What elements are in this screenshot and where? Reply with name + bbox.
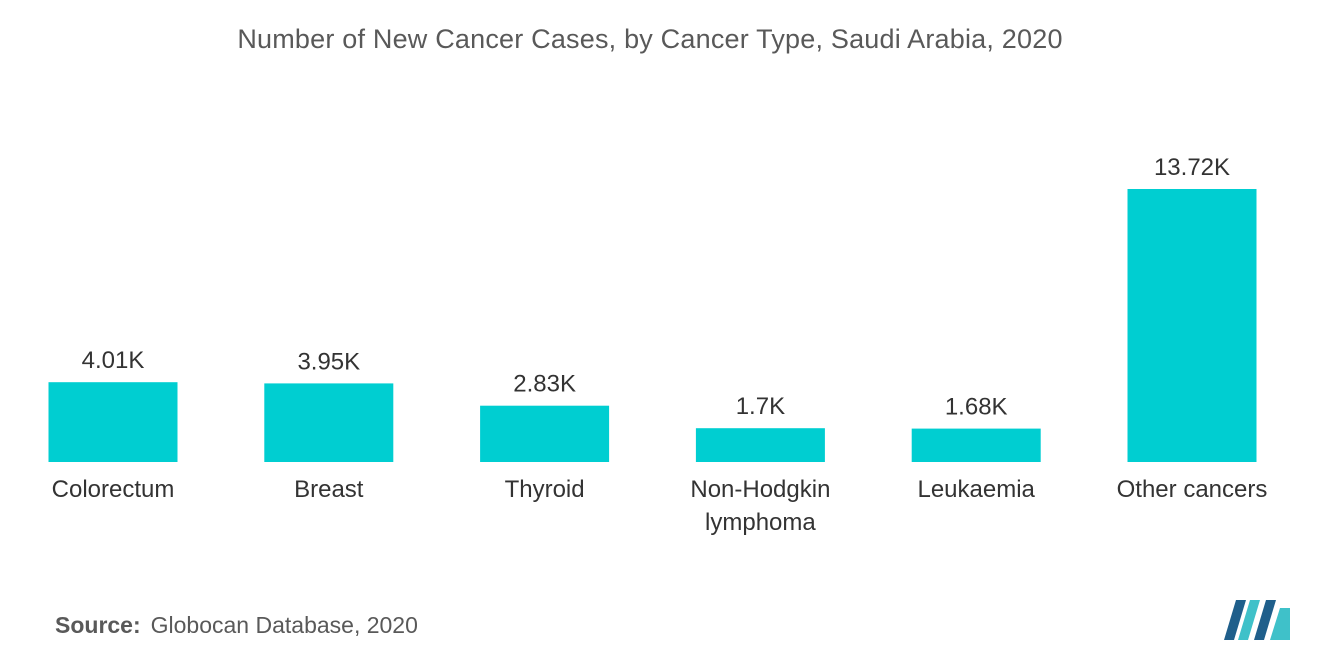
bar-breast (264, 383, 394, 462)
source-text: Globocan Database, 2020 (150, 612, 418, 638)
category-label: Thyroid (505, 476, 585, 503)
bar-leukaemia (911, 428, 1041, 462)
category-label: Non-Hodgkin (690, 476, 830, 503)
chart-title: Number of New Cancer Cases, by Cancer Ty… (237, 24, 1063, 54)
category-label: Colorectum (52, 476, 175, 503)
bar-non-hodgkin-lymphoma (695, 428, 825, 462)
source-note: Source: Globocan Database, 2020 (55, 612, 418, 639)
source-label: Source: (55, 612, 141, 638)
category-label: Breast (294, 476, 364, 503)
bar-thyroid (480, 405, 610, 462)
data-label: 2.83K (513, 371, 576, 398)
data-label: 1.7K (736, 393, 785, 420)
category-label: Leukaemia (917, 476, 1035, 503)
data-label: 4.01K (82, 347, 145, 374)
category-label: lymphoma (705, 509, 816, 536)
data-label: 13.72K (1154, 154, 1230, 181)
data-label: 3.95K (297, 348, 360, 375)
category-label: Other cancers (1117, 476, 1268, 503)
bar-other-cancers (1127, 189, 1257, 462)
bar-colorectum (48, 382, 178, 462)
bar-chart: 4.01K Colorectum 3.95K Breast 2.83K Thyroid 1.… (48, 154, 1268, 536)
data-label: 1.68K (945, 394, 1008, 421)
company-logo-icon (1224, 600, 1290, 640)
